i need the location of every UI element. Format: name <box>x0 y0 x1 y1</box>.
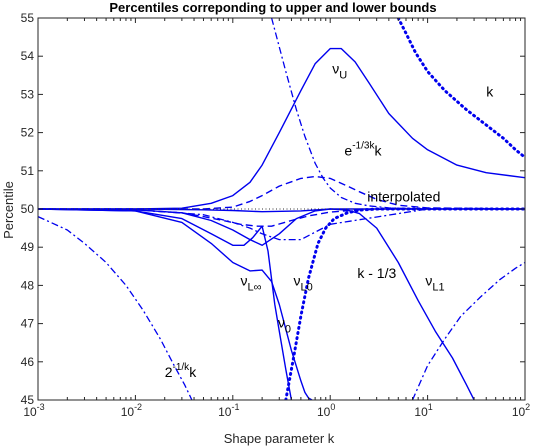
chart-title: Percentiles correponding to upper and lo… <box>109 0 436 15</box>
y-tick-label-0: 45 <box>21 393 35 407</box>
y-tick-label-8: 53 <box>21 87 35 101</box>
curve-label-sub-5: L0 <box>301 281 313 293</box>
series-nu-l-inf <box>38 208 313 400</box>
curve-label-tail-2: k <box>374 143 382 159</box>
plot-area: 1 0 -3 10-2 10-1 100 101 102 45 46 47 48 49 50 51 52 53 5… <box>21 11 531 419</box>
y-tick-label-10: 55 <box>21 11 35 25</box>
x-tick-label-4: 101 <box>414 402 432 419</box>
x-tick-label-exp-5: 2 <box>525 402 530 412</box>
series-nu-u <box>38 47 525 210</box>
x-tick-label-3: 100 <box>317 402 335 419</box>
x-tick-label-exp-0: -3 <box>37 402 45 412</box>
curve-label-4: νL∞ <box>241 272 262 293</box>
x-tick-label-exp-3: 0 <box>330 402 335 412</box>
series-interpolated-lower <box>38 208 525 227</box>
series-k-upper-dotted <box>396 18 525 159</box>
y-axis-label: Percentile <box>1 181 16 239</box>
curve-label-1: k <box>486 83 494 99</box>
x-tick-label-2: 10-1 <box>218 402 239 419</box>
curve-label-sup-9: -1/k <box>173 362 191 373</box>
y-tick-label-7: 52 <box>21 126 35 140</box>
curve-label-sub-7: L1 <box>432 281 444 293</box>
x-tick-label-1: 10-2 <box>121 402 142 419</box>
y-tick-label-6: 51 <box>21 164 35 178</box>
curve-label-tail-9: k <box>189 364 197 380</box>
series-k-right-dashdot <box>411 261 525 400</box>
curve-label-7: νL1 <box>425 272 444 293</box>
series-exp-k-lower <box>38 208 525 241</box>
series-nu-l0 <box>38 208 525 247</box>
curve-label-2: e-1/3kk <box>344 141 382 159</box>
y-tick-label-3: 48 <box>21 278 35 292</box>
x-tick-label-exp-4: 1 <box>428 402 433 412</box>
curve-label-6: k - 1/3 <box>357 265 396 281</box>
series-nu-l1 <box>38 208 475 400</box>
x-axis-label: Shape parameter k <box>224 431 335 446</box>
y-tick-label-5: 50 <box>21 202 35 216</box>
y-tick-label-4: 49 <box>21 240 35 254</box>
y-tick-label-2: 47 <box>21 317 35 331</box>
x-tick-label-exp-2: -1 <box>231 402 239 412</box>
y-tick-label-9: 54 <box>21 49 35 63</box>
curve-label-sub-0: U <box>339 69 347 81</box>
curve-label-3: interpolated <box>367 188 440 204</box>
x-tick-label-5: 102 <box>512 402 530 419</box>
curve-label-sub-8: 0 <box>285 323 291 335</box>
series-exp-k <box>270 18 525 210</box>
curve-label-0: νU <box>332 60 347 81</box>
curve-label-sup-2: -1/3k <box>352 141 375 152</box>
x-tick-label-exp-1: -2 <box>134 402 142 412</box>
y-tick-label-1: 46 <box>21 355 35 369</box>
series-interpolated <box>38 175 525 210</box>
series-k-minus-third-dotted <box>284 207 525 400</box>
series-group <box>38 18 525 400</box>
series-nu-0 <box>38 208 293 400</box>
curve-label-sub-4: L∞ <box>248 281 262 293</box>
